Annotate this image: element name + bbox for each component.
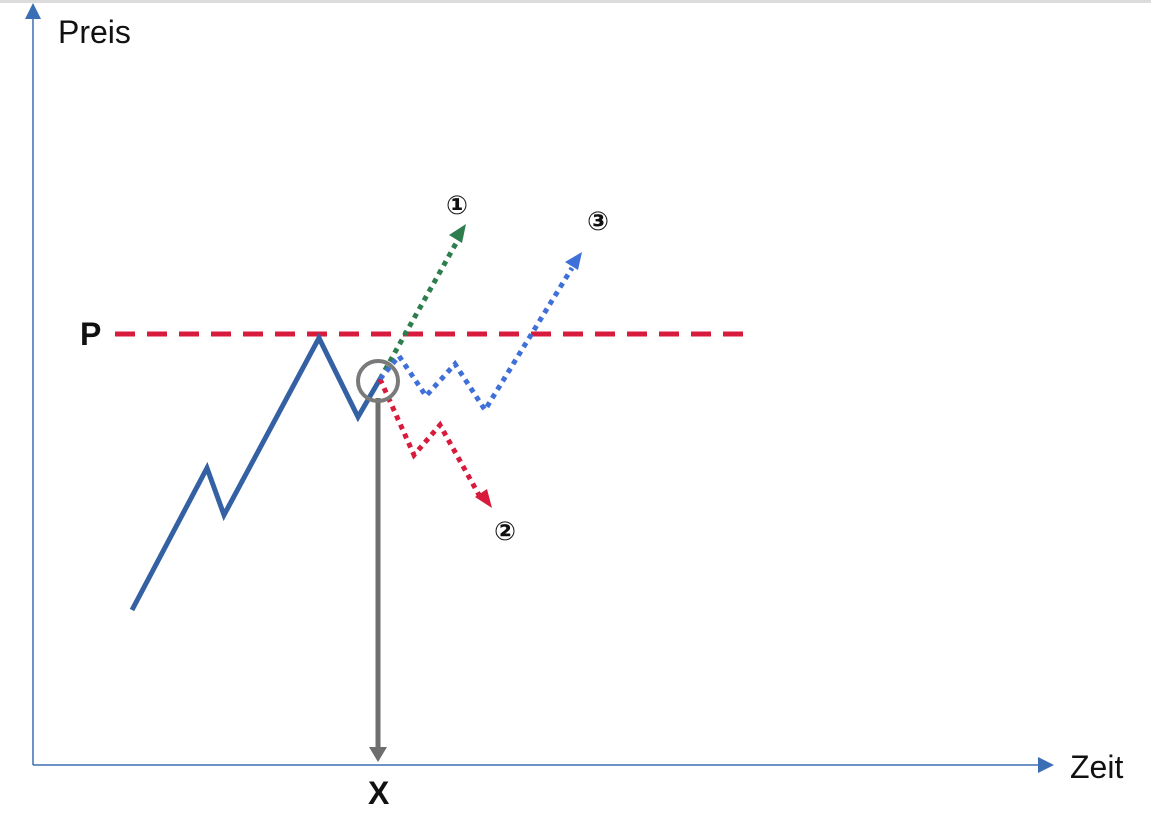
scenario-1-label: ① xyxy=(446,191,469,221)
y-axis-title: Preis xyxy=(58,14,131,50)
x-axis-title: Zeit xyxy=(1070,749,1124,785)
scenario-1-arrowhead-icon xyxy=(449,224,466,243)
scenario-1-path xyxy=(377,236,462,381)
time-marker-arrowhead-icon xyxy=(369,747,387,762)
price-path xyxy=(129,332,383,612)
scenario-3-path xyxy=(378,266,575,415)
y-axis-arrow-icon xyxy=(25,3,41,19)
scenario-2-label: ② xyxy=(494,517,517,547)
scenario-2-arrowhead-icon xyxy=(475,489,492,508)
time-marker-label: X xyxy=(368,775,390,811)
scenario-3-arrowhead-icon xyxy=(565,252,582,270)
price-level-label: P xyxy=(80,316,102,352)
scenario-2-path xyxy=(377,377,482,497)
top-border xyxy=(0,0,1151,3)
x-axis-arrow-icon xyxy=(1038,757,1054,773)
circle-highlight-icon xyxy=(356,359,400,403)
scenario-3-label: ③ xyxy=(587,207,610,237)
